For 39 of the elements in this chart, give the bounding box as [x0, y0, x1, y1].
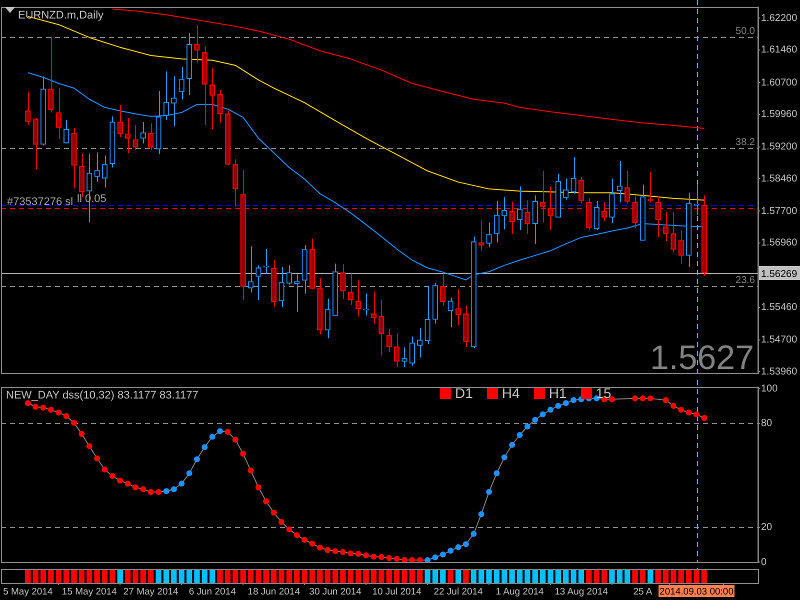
- x-tick-label: 6 Jun 2014: [188, 586, 236, 598]
- y-tick-label: 1.56960: [761, 238, 798, 249]
- annotation: H1: [548, 385, 567, 401]
- chart-title: EURNZD.m,Daily: [18, 10, 104, 22]
- x-tick-label: 10 Jul 2014: [372, 586, 422, 598]
- x-tick-label: 22 Jul 2014: [434, 586, 483, 598]
- y-tick-label: 80: [761, 418, 773, 430]
- annotation: D1: [455, 385, 473, 401]
- x-tick-label: 2014.09.03 00:00: [660, 586, 734, 598]
- x-tick-label: 1 Aug 2014: [496, 586, 544, 598]
- y-tick-label: 1.58460: [761, 173, 798, 184]
- x-tick-label: 27 May 2014: [123, 586, 178, 598]
- y-tick-label: 1.61460: [761, 44, 798, 56]
- y-tick-label: 1.62200: [761, 12, 798, 24]
- y-tick-label: 1.59200: [761, 142, 798, 153]
- y-tick-label: 100: [761, 383, 778, 394]
- x-tick-label: 13 Aug 2014: [554, 586, 608, 598]
- chart-title: NEW_DAY dss(10,32) 83.1177 83.1177: [6, 390, 198, 402]
- ref-line-label: #73537276 sl: [7, 196, 74, 208]
- annotation: 50.0: [736, 26, 756, 37]
- annotation: 1.5627: [650, 339, 754, 377]
- x-tick-label: 15 May 2014: [62, 586, 117, 598]
- y-tick-label: 1.59960: [761, 109, 798, 120]
- y-tick-label: 1.54700: [761, 334, 798, 346]
- x-tick-label: 30 Jun 2014: [309, 586, 362, 598]
- y-tick-label: 0: [761, 556, 767, 568]
- annotation: H4: [502, 385, 520, 401]
- x-tick-label: 18 Jun 2014: [248, 586, 300, 598]
- y-tick-label: 1.55460: [761, 302, 798, 314]
- annotation: 23.6: [736, 275, 756, 286]
- annotation: 38.2: [736, 137, 756, 148]
- x-tick-label: 25 A: [633, 586, 653, 598]
- x-tick-label: 5 May 2014: [3, 586, 53, 598]
- y-tick-label: 1.60700: [761, 77, 798, 88]
- ref-line-label: 1.56269: [761, 269, 798, 280]
- y-tick-label: 1.53960: [761, 366, 798, 378]
- y-tick-label: 20: [761, 522, 773, 534]
- y-tick-label: 1.57700: [761, 206, 798, 217]
- annotation: 15: [596, 385, 612, 401]
